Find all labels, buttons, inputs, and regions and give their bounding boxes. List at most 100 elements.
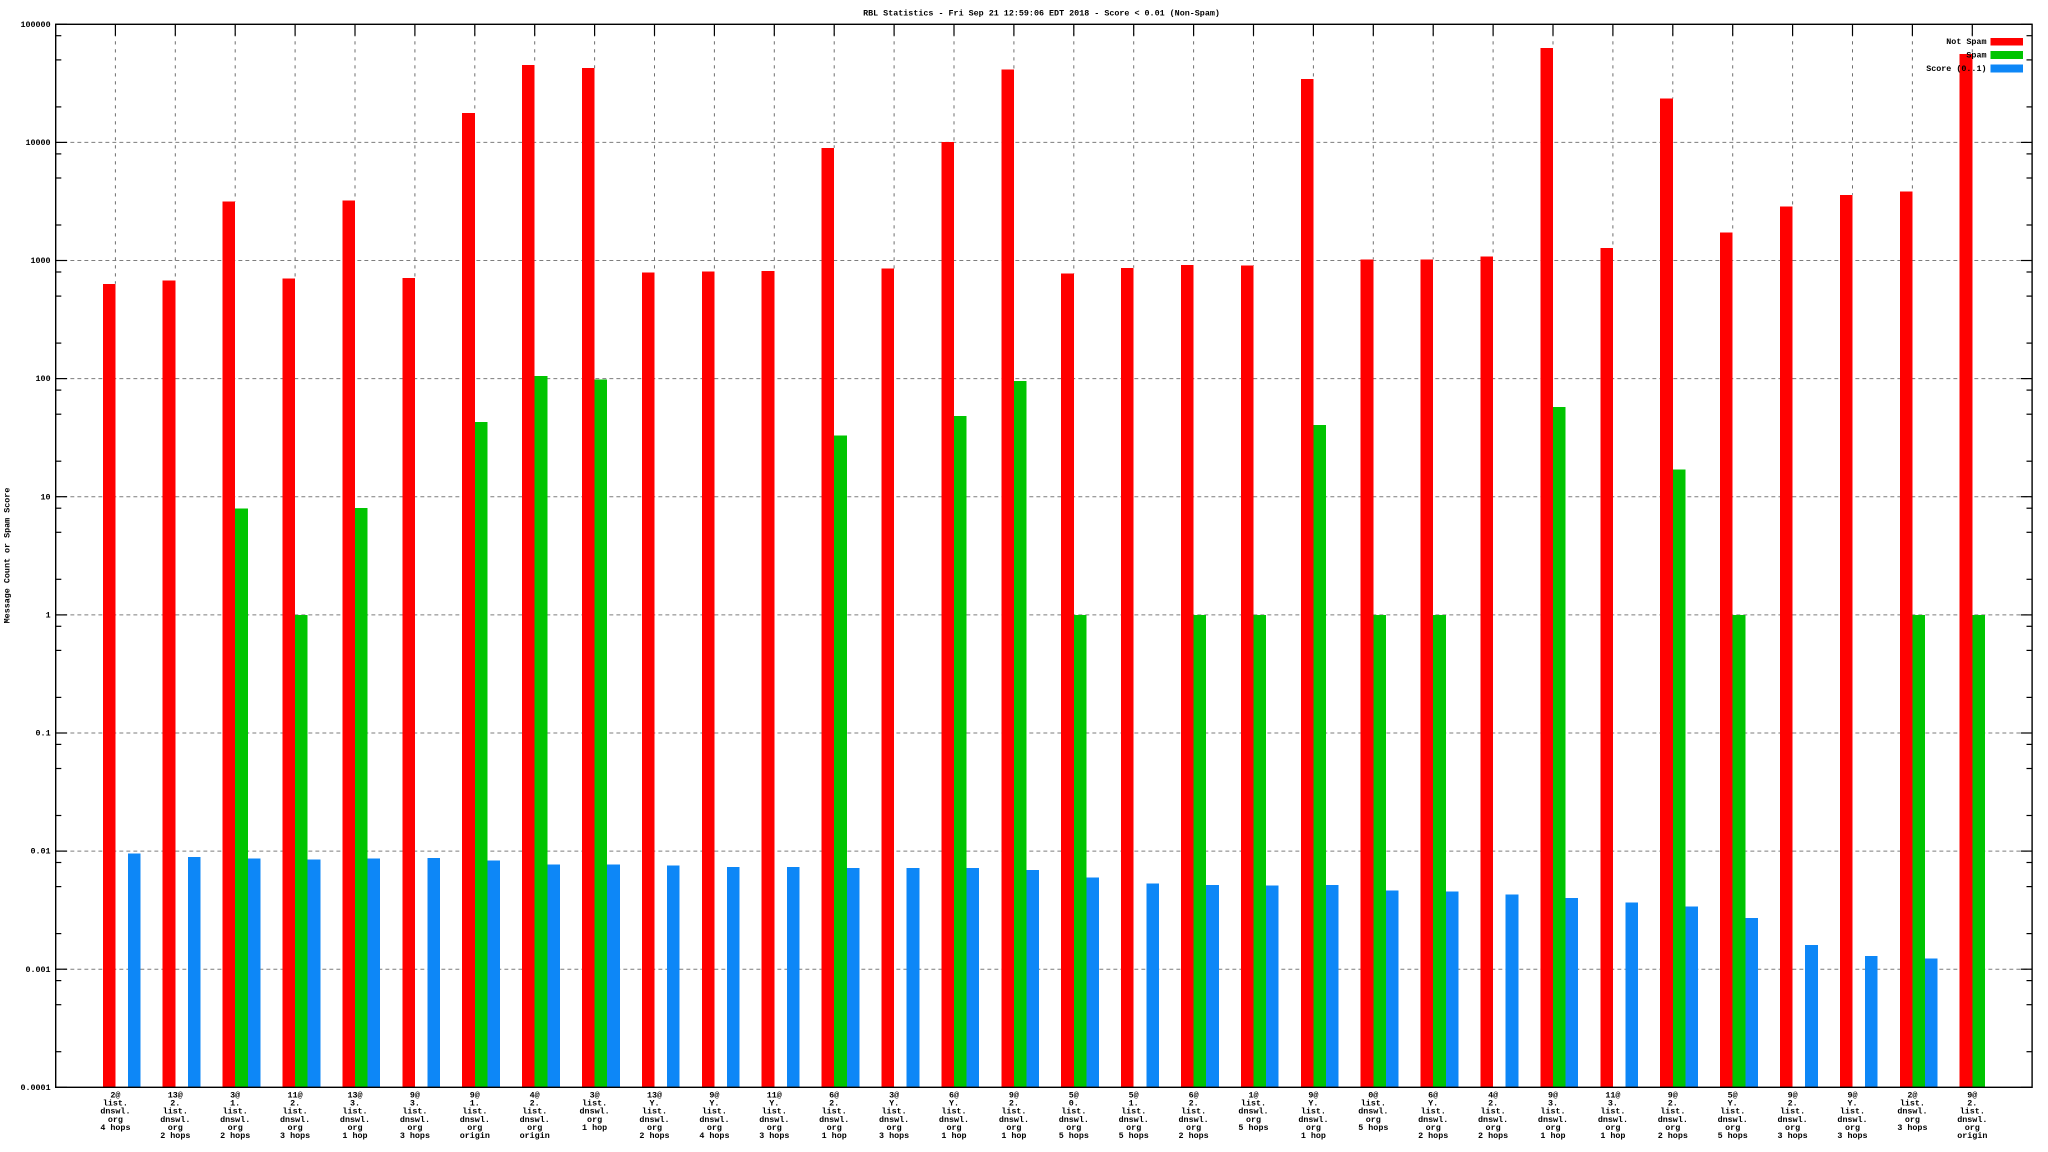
svg-text:list.: list. — [1840, 1107, 1865, 1117]
svg-text:9@: 9@ — [1009, 1091, 1019, 1101]
svg-text:list.: list. — [1600, 1107, 1625, 1117]
svg-text:org: org — [1366, 1115, 1381, 1125]
svg-text:5 hops: 5 hops — [1119, 1131, 1149, 1141]
svg-text:2 hops: 2 hops — [220, 1131, 250, 1141]
svg-text:origin: origin — [520, 1131, 550, 1141]
svg-text:dnswl.: dnswl. — [1897, 1107, 1927, 1117]
svg-text:4 hops: 4 hops — [100, 1123, 130, 1133]
svg-text:org: org — [1246, 1115, 1261, 1125]
svg-text:org: org — [407, 1123, 422, 1133]
svg-text:1 hop: 1 hop — [1600, 1131, 1625, 1141]
svg-text:dnswl.: dnswl. — [280, 1115, 310, 1125]
svg-text:dnswl.: dnswl. — [939, 1115, 969, 1125]
svg-text:Not Spam: Not Spam — [1946, 37, 1986, 47]
svg-text:1: 1 — [46, 611, 51, 621]
svg-text:list.: list. — [1181, 1107, 1206, 1117]
svg-text:3 hops: 3 hops — [280, 1131, 310, 1141]
svg-text:0.001: 0.001 — [25, 965, 50, 975]
svg-text:org: org — [1306, 1123, 1321, 1133]
svg-text:list.: list. — [822, 1107, 847, 1117]
svg-text:Y.: Y. — [889, 1099, 899, 1109]
svg-text:2 hops: 2 hops — [1478, 1131, 1508, 1141]
svg-text:2@: 2@ — [110, 1091, 120, 1101]
svg-text:dnswl.: dnswl. — [100, 1107, 130, 1117]
svg-text:11@: 11@ — [767, 1091, 782, 1101]
svg-text:dnswl.: dnswl. — [1538, 1115, 1568, 1125]
svg-text:org: org — [347, 1123, 362, 1133]
svg-text:org: org — [587, 1115, 602, 1125]
svg-text:2 hops: 2 hops — [1179, 1131, 1209, 1141]
svg-text:dnswl.: dnswl. — [520, 1115, 550, 1125]
svg-text:dnswl.: dnswl. — [1179, 1115, 1209, 1125]
svg-text:1 hop: 1 hop — [941, 1131, 966, 1141]
svg-text:org: org — [1665, 1123, 1680, 1133]
svg-text:dnswl.: dnswl. — [999, 1115, 1029, 1125]
svg-text:dnswl.: dnswl. — [1718, 1115, 1748, 1125]
svg-text:6@: 6@ — [1428, 1091, 1438, 1101]
svg-text:Y.: Y. — [769, 1099, 779, 1109]
svg-text:4@: 4@ — [530, 1091, 540, 1101]
svg-text:3.: 3. — [410, 1099, 420, 1109]
svg-text:Y.: Y. — [1847, 1099, 1857, 1109]
svg-text:list.: list. — [402, 1107, 427, 1117]
svg-text:org: org — [1545, 1123, 1560, 1133]
svg-text:2.: 2. — [1189, 1099, 1199, 1109]
svg-text:3@: 3@ — [889, 1091, 899, 1101]
svg-text:100: 100 — [36, 374, 51, 384]
svg-text:dnswl.: dnswl. — [220, 1115, 250, 1125]
svg-text:dnswl.: dnswl. — [400, 1115, 430, 1125]
svg-text:list.: list. — [1301, 1107, 1326, 1117]
svg-text:dnswl.: dnswl. — [1837, 1115, 1867, 1125]
svg-text:list.: list. — [762, 1107, 787, 1117]
svg-text:2 hops: 2 hops — [1658, 1131, 1688, 1141]
svg-text:list.: list. — [702, 1107, 727, 1117]
svg-text:dnswl.: dnswl. — [1358, 1107, 1388, 1117]
svg-text:5 hops: 5 hops — [1059, 1131, 1089, 1141]
svg-text:dnswl.: dnswl. — [1957, 1115, 1987, 1125]
svg-text:dnswl.: dnswl. — [1658, 1115, 1688, 1125]
svg-text:4 hops: 4 hops — [699, 1131, 729, 1141]
svg-text:3.: 3. — [1548, 1099, 1558, 1109]
svg-text:3.: 3. — [350, 1099, 360, 1109]
svg-text:list.: list. — [1960, 1107, 1985, 1117]
svg-text:9@: 9@ — [1847, 1091, 1857, 1101]
svg-text:org: org — [767, 1123, 782, 1133]
svg-text:9@: 9@ — [1308, 1091, 1318, 1101]
svg-text:Y.: Y. — [1308, 1099, 1318, 1109]
svg-text:org: org — [1186, 1123, 1201, 1133]
svg-text:Y.: Y. — [709, 1099, 719, 1109]
svg-text:1 hop: 1 hop — [1001, 1131, 1026, 1141]
svg-text:5@: 5@ — [1728, 1091, 1738, 1101]
svg-text:org: org — [228, 1123, 243, 1133]
svg-text:3 hops: 3 hops — [759, 1131, 789, 1141]
svg-text:dnswl.: dnswl. — [1298, 1115, 1328, 1125]
svg-text:org: org — [887, 1123, 902, 1133]
svg-text:Y.: Y. — [649, 1099, 659, 1109]
svg-text:1000: 1000 — [30, 256, 50, 266]
svg-text:list.: list. — [882, 1107, 907, 1117]
svg-text:list.: list. — [582, 1099, 607, 1109]
svg-text:list.: list. — [522, 1107, 547, 1117]
svg-text:2 hops: 2 hops — [160, 1131, 190, 1141]
svg-text:9@: 9@ — [1788, 1091, 1798, 1101]
svg-text:dnswl.: dnswl. — [1059, 1115, 1089, 1125]
svg-text:1 hop: 1 hop — [1301, 1131, 1326, 1141]
svg-text:5 hops: 5 hops — [1358, 1123, 1388, 1133]
svg-text:list.: list. — [1660, 1107, 1685, 1117]
svg-text:13@: 13@ — [347, 1091, 362, 1101]
svg-text:org: org — [946, 1123, 961, 1133]
svg-text:Spam: Spam — [1966, 51, 1986, 61]
svg-text:Y.: Y. — [949, 1099, 959, 1109]
svg-text:13@: 13@ — [647, 1091, 662, 1101]
svg-text:9@: 9@ — [709, 1091, 719, 1101]
svg-text:10000: 10000 — [25, 138, 50, 148]
svg-text:org: org — [168, 1123, 183, 1133]
svg-text:org: org — [1126, 1123, 1141, 1133]
svg-text:RBL Statistics - Fri Sep 21 12: RBL Statistics - Fri Sep 21 12:59:06 EDT… — [863, 8, 1220, 18]
svg-text:1.: 1. — [230, 1099, 240, 1109]
svg-text:1 hop: 1 hop — [342, 1131, 367, 1141]
svg-text:dnswl.: dnswl. — [1778, 1115, 1808, 1125]
svg-text:2 hops: 2 hops — [639, 1131, 669, 1141]
svg-text:org: org — [467, 1123, 482, 1133]
svg-text:6@: 6@ — [1189, 1091, 1199, 1101]
